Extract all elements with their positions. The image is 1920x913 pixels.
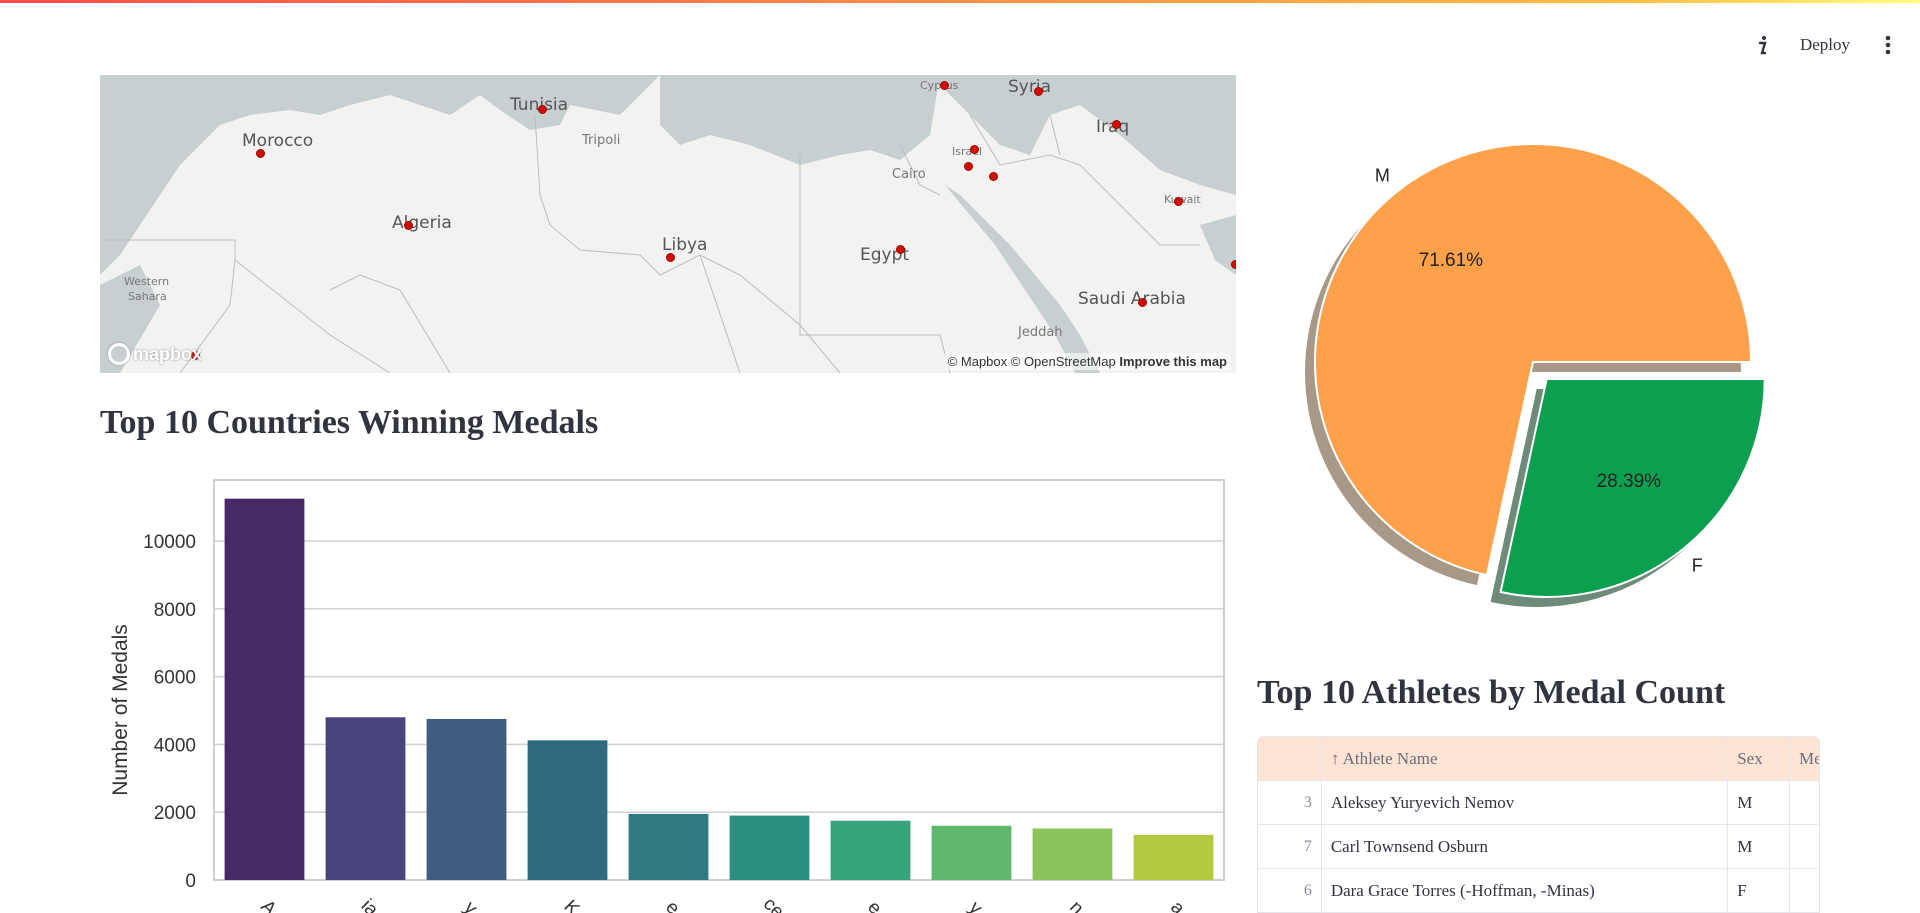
bar-italy	[729, 815, 810, 880]
medal-cell[interactable]	[1790, 825, 1819, 868]
mapbox-logo-icon	[108, 343, 130, 365]
y-tick-label: 0	[185, 871, 196, 892]
bar-france	[628, 813, 709, 880]
sex-pie-chart: 71.61% M 28.39% F	[1305, 143, 1766, 607]
map-marker[interactable]	[666, 253, 675, 262]
y-tick-label: 6000	[154, 668, 196, 689]
improve-map-link[interactable]: Improve this map	[1119, 354, 1227, 369]
sex-cell[interactable]: F	[1728, 869, 1791, 912]
medal-map[interactable]: Morocco Tunisia Algeria Libya Egypt Cypr…	[100, 75, 1236, 373]
athlete-name-cell[interactable]: Carl Townsend Osburn	[1322, 825, 1729, 868]
map-label-western: Western	[124, 275, 170, 288]
sex-cell[interactable]: M	[1728, 781, 1791, 824]
table-row[interactable]: 6 Dara Grace Torres (-Hoffman, -Minas) F	[1258, 869, 1819, 912]
athlete-name-cell[interactable]: Dara Grace Torres (-Hoffman, -Minas)	[1322, 869, 1729, 912]
map-marker[interactable]	[191, 351, 200, 360]
athletes-table-title: Top 10 Athletes by Medal Count	[1257, 674, 1726, 711]
map-label-jeddah: Jeddah	[1018, 325, 1063, 340]
medal-cell[interactable]	[1790, 781, 1819, 824]
x-tick-label: ia	[357, 895, 383, 913]
map-marker[interactable]	[1034, 87, 1043, 96]
map-label-syria: Syria	[1008, 77, 1051, 97]
map-marker[interactable]	[964, 162, 973, 171]
map-label-libya: Libya	[662, 235, 708, 255]
athletes-table[interactable]: ↑ Athlete Name Sex Me 3 Aleksey Yuryevic…	[1257, 736, 1820, 913]
map-marker[interactable]	[1174, 197, 1183, 206]
x-tick-label: ce	[759, 894, 788, 913]
map-label-cyprus: Cyprus	[920, 79, 958, 92]
map-marker[interactable]	[989, 172, 998, 181]
y-tick-label: 4000	[154, 735, 196, 756]
map-label-algeria: Algeria	[392, 213, 452, 233]
pie-slice-m	[1314, 143, 1753, 577]
map-label-tripoli: Tripoli	[582, 133, 621, 148]
bar-canada	[931, 825, 1012, 880]
bar-hungary	[1133, 834, 1214, 880]
x-tick-label: e	[661, 897, 683, 913]
x-tick-label: K	[559, 896, 583, 913]
bar-germany	[426, 718, 507, 880]
map-marker[interactable]	[1231, 260, 1236, 269]
map-marker[interactable]	[404, 221, 413, 230]
row-index: 7	[1258, 825, 1322, 868]
pie-slice-f	[1499, 377, 1766, 598]
map-marker[interactable]	[256, 149, 265, 158]
y-tick-label: 2000	[154, 803, 196, 824]
x-tick-label: y	[965, 897, 987, 913]
bar-russia	[325, 717, 406, 880]
map-label-saudi-arabia: Saudi Arabia	[1078, 289, 1186, 309]
y-tick-label: 8000	[154, 600, 196, 621]
y-tick-label: 10000	[143, 532, 196, 553]
map-label-sahara: Sahara	[128, 290, 167, 303]
app-header: Deploy	[1750, 24, 1900, 66]
x-tick-label: y	[460, 897, 482, 913]
row-index: 3	[1258, 781, 1322, 824]
pie-category-label: M	[1375, 165, 1390, 185]
sex-cell[interactable]: M	[1728, 825, 1791, 868]
athlete-name-column-header[interactable]: ↑ Athlete Name	[1322, 737, 1729, 780]
mapbox-logo[interactable]: mapbox	[108, 343, 202, 365]
x-tick-label: a	[1166, 897, 1189, 913]
info-icon[interactable]	[1750, 33, 1774, 57]
map-marker[interactable]	[1112, 120, 1121, 129]
medal-cell[interactable]	[1790, 869, 1819, 912]
map-label-cairo: Cairo	[892, 167, 926, 182]
kebab-menu-icon[interactable]	[1876, 33, 1900, 57]
x-tick-label: A	[256, 896, 280, 913]
pie-value-label: 71.61%	[1419, 250, 1484, 271]
x-tick-label: e	[863, 897, 885, 913]
top-decoration-stripe	[0, 0, 1920, 3]
pie-category-label: F	[1692, 556, 1703, 576]
map-marker[interactable]	[896, 245, 905, 254]
deploy-button[interactable]: Deploy	[1799, 35, 1850, 54]
map-marker[interactable]	[940, 81, 949, 90]
bar-uk	[527, 740, 608, 880]
map-marker[interactable]	[538, 105, 547, 114]
table-row[interactable]: 7 Carl Townsend Osburn M	[1258, 825, 1819, 869]
map-label-morocco: Morocco	[242, 131, 314, 151]
row-index: 6	[1258, 869, 1322, 912]
plot-frame	[213, 479, 1225, 881]
map-marker[interactable]	[970, 145, 979, 154]
bar-chart-title: Top 10 Countries Winning Medals	[100, 404, 599, 441]
x-tick-label: n	[1065, 897, 1087, 913]
table-header-row: ↑ Athlete Name Sex Me	[1258, 737, 1819, 781]
map-background	[100, 75, 1236, 373]
map-attribution-text[interactable]: © Mapbox © OpenStreetMap	[947, 354, 1116, 369]
map-marker[interactable]	[1138, 298, 1147, 307]
bar-australia	[1032, 828, 1113, 880]
pie-value-label: 28.39%	[1597, 471, 1662, 492]
table-row[interactable]: 3 Aleksey Yuryevich Nemov M	[1258, 781, 1819, 825]
index-column-header	[1258, 737, 1322, 780]
map-attribution: © Mapbox © OpenStreetMap Improve this ma…	[944, 353, 1230, 370]
medal-column-header[interactable]: Me	[1799, 748, 1819, 768]
bar-sweden	[830, 820, 911, 880]
sex-column-header[interactable]: Sex	[1728, 737, 1791, 780]
y-axis-label: Number of Medals	[109, 624, 132, 796]
athlete-name-cell[interactable]: Aleksey Yuryevich Nemov	[1322, 781, 1729, 824]
bar-usa	[224, 498, 305, 880]
